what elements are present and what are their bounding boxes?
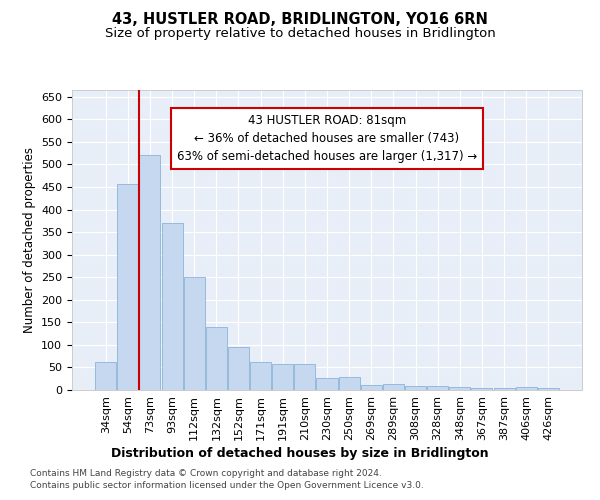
Bar (206, 327, 227, 390)
Text: 43, HUSTLER ROAD, BRIDLINGTON, YO16 6RN: 43, HUSTLER ROAD, BRIDLINGTON, YO16 6RN (112, 12, 488, 28)
Bar (228, 347, 249, 390)
Text: 43 HUSTLER ROAD: 81sqm
← 36% of detached houses are smaller (743)
63% of semi-de: 43 HUSTLER ROAD: 81sqm ← 36% of detached… (177, 114, 477, 163)
Bar (139, 156, 160, 390)
Bar (405, 386, 426, 390)
Text: Distribution of detached houses by size in Bridlington: Distribution of detached houses by size … (111, 448, 489, 460)
Bar (383, 384, 404, 390)
Bar (427, 386, 448, 390)
Y-axis label: Number of detached properties: Number of detached properties (23, 147, 35, 333)
Bar (118, 184, 139, 390)
Bar (494, 388, 515, 390)
Bar (472, 388, 493, 390)
Bar (338, 378, 359, 390)
Bar (272, 364, 293, 390)
Bar (316, 378, 338, 390)
Text: Contains public sector information licensed under the Open Government Licence v3: Contains public sector information licen… (30, 481, 424, 490)
Bar (161, 223, 182, 390)
Bar (449, 388, 470, 390)
Bar (515, 388, 536, 390)
Bar (361, 386, 382, 390)
Bar (184, 277, 205, 390)
Bar (250, 362, 271, 390)
Bar (95, 362, 116, 390)
Text: Size of property relative to detached houses in Bridlington: Size of property relative to detached ho… (104, 28, 496, 40)
Bar (295, 364, 316, 390)
Text: Contains HM Land Registry data © Crown copyright and database right 2024.: Contains HM Land Registry data © Crown c… (30, 468, 382, 477)
Bar (538, 388, 559, 390)
